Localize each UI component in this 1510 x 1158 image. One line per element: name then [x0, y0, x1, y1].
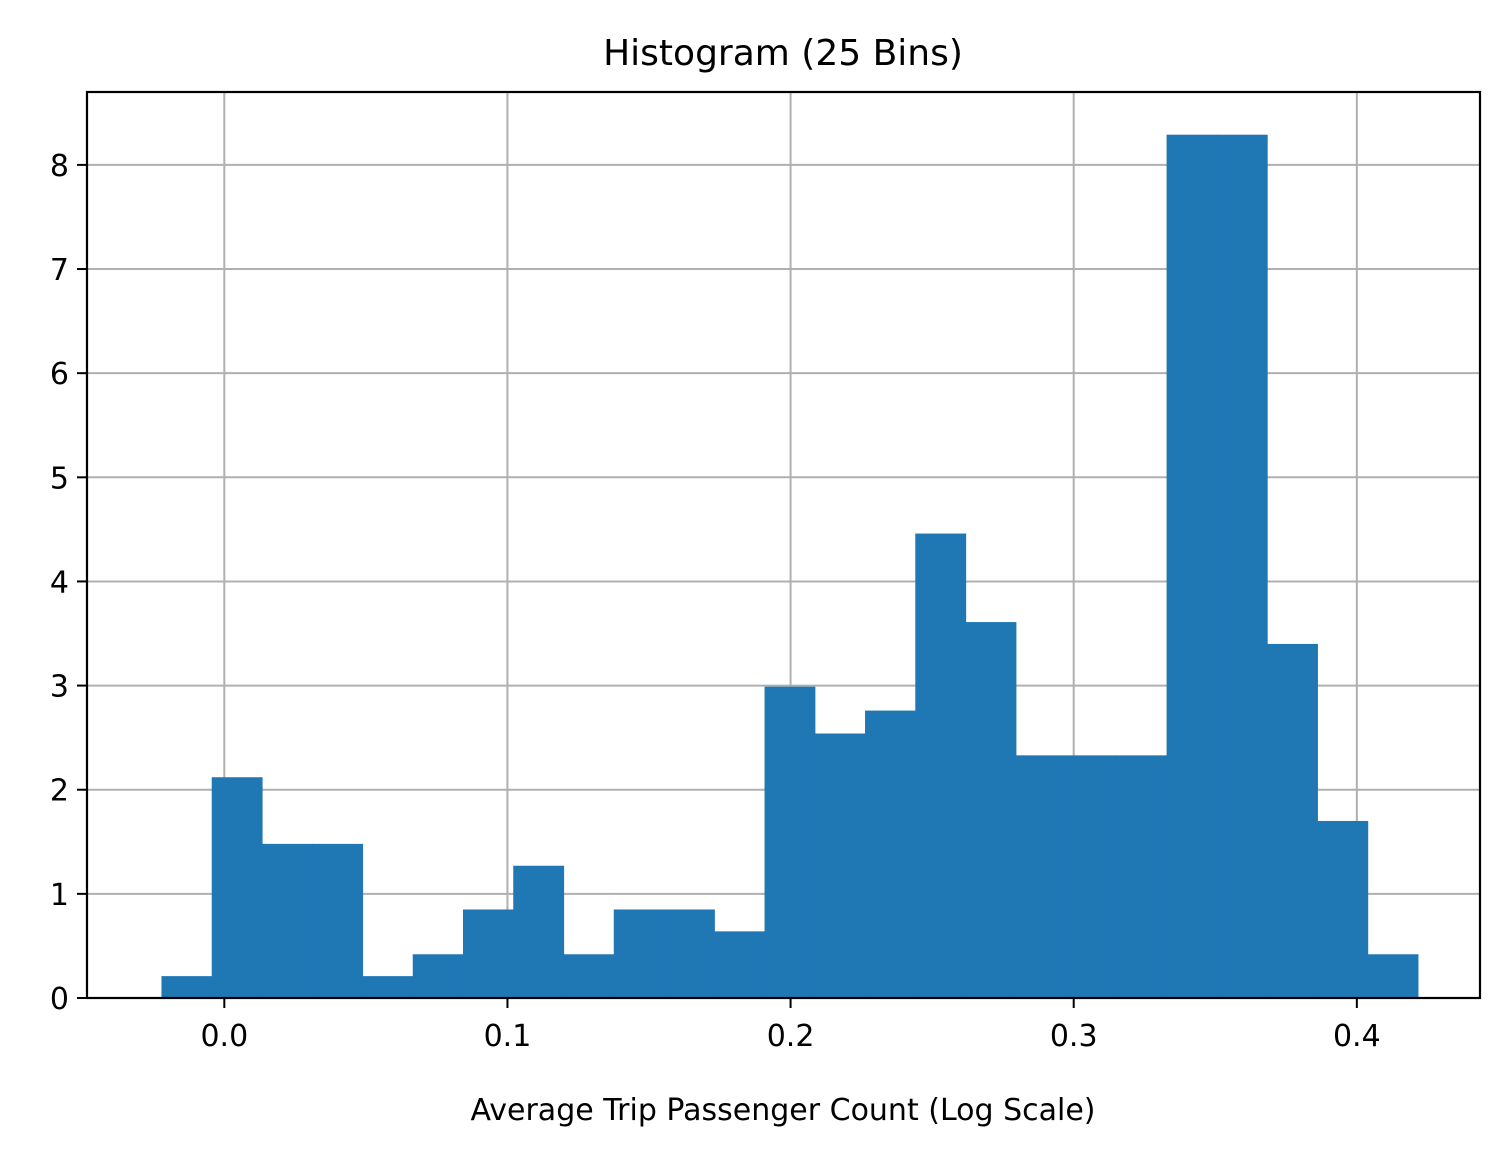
y-tick-label: 8 — [50, 149, 69, 184]
histogram-bar-23 — [1267, 643, 1318, 998]
y-tick-label: 6 — [50, 357, 69, 392]
chart-title: Histogram (25 Bins) — [603, 33, 963, 74]
histogram-bar-20 — [1116, 755, 1168, 998]
histogram-bar-24 — [1317, 820, 1369, 998]
y-tick-label: 2 — [50, 774, 69, 809]
histogram-bar-14 — [814, 733, 866, 998]
x-tick-label: 0.0 — [200, 1019, 248, 1054]
histogram-bar-16 — [915, 533, 967, 998]
x-tick-label: 0.2 — [767, 1019, 815, 1054]
histogram-bar-17 — [965, 622, 1017, 998]
histogram-bar-5 — [362, 976, 414, 998]
histogram-bar-8 — [513, 865, 565, 998]
histogram-bar-12 — [714, 931, 766, 998]
histogram-bar-15 — [865, 710, 916, 998]
y-tick-label: 4 — [50, 565, 69, 600]
histogram-bar-22 — [1216, 134, 1268, 999]
x-tick-label: 0.1 — [484, 1019, 532, 1054]
histogram-bar-19 — [1066, 755, 1117, 998]
histogram-bar-18 — [1015, 755, 1067, 998]
histogram-bar-13 — [764, 686, 816, 998]
y-tick-label: 3 — [50, 670, 69, 705]
histogram-bars — [161, 134, 1419, 999]
y-tick-label: 0 — [50, 982, 69, 1017]
axis-ticks: 0.0 0.1 0.2 0.3 0.4 0 1 2 3 4 5 6 7 8 — [50, 149, 1381, 1054]
x-tick-label: 0.4 — [1333, 1019, 1381, 1054]
y-tick-label: 7 — [50, 253, 69, 288]
y-tick-label: 5 — [50, 461, 69, 496]
y-tick-label: 1 — [50, 878, 69, 913]
histogram-bar-1 — [161, 976, 213, 998]
histogram-bar-11 — [664, 909, 715, 998]
x-tick-label: 0.3 — [1050, 1019, 1098, 1054]
histogram-bar-6 — [412, 954, 464, 998]
x-axis-label: Average Trip Passenger Count (Log Scale) — [471, 1093, 1096, 1128]
histogram-bar-3 — [261, 843, 313, 998]
histogram-bar-9 — [563, 954, 615, 998]
histogram-bar-25 — [1367, 954, 1419, 998]
histogram-bar-7 — [462, 909, 514, 998]
histogram-bar-4 — [312, 843, 364, 998]
histogram-bar-2 — [211, 777, 263, 998]
histogram-bar-10 — [613, 909, 665, 998]
plot-frame — [85, 90, 1482, 1000]
histogram-bar-21 — [1166, 134, 1218, 999]
